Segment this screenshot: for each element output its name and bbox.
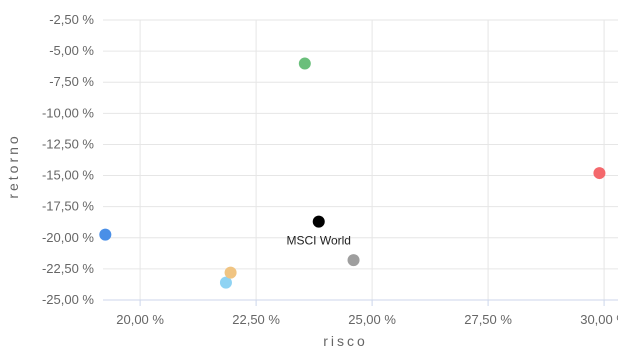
y-tick-label: -2,50 %: [49, 12, 94, 27]
data-point[interactable]: [593, 167, 606, 180]
x-axis-title: risco: [323, 333, 368, 349]
axes: -2,50 % -5,00 % -7,50 % -10,00 % -12,50 % -15…: [42, 12, 618, 327]
data-point-label: MSCI World: [287, 234, 351, 248]
data-points: MSCI World: [99, 57, 606, 289]
y-axis-title: retorno: [5, 133, 21, 198]
y-tick-label: -17,50 %: [42, 199, 94, 214]
x-tick-label: 20,00 %: [116, 312, 164, 327]
y-tick-label: -12,50 %: [42, 136, 94, 151]
y-tick-label: -25,00 %: [42, 292, 94, 307]
data-point[interactable]: [298, 57, 311, 70]
x-tick-label: 25,00 %: [348, 312, 396, 327]
data-point[interactable]: [312, 215, 325, 228]
x-tick-label: 27,50 %: [464, 312, 512, 327]
y-tick-label: -22,50 %: [42, 261, 94, 276]
y-tick-label: -7,50 %: [49, 74, 94, 89]
x-tick-label: 30,00 %: [580, 312, 618, 327]
y-tick-label: -5,00 %: [49, 43, 94, 58]
y-tick-label: -10,00 %: [42, 105, 94, 120]
data-point[interactable]: [99, 228, 112, 241]
x-tick-label: 22,50 %: [232, 312, 280, 327]
data-point[interactable]: [224, 266, 237, 279]
y-tick-label: -15,00 %: [42, 168, 94, 183]
data-point[interactable]: [219, 276, 232, 289]
data-point[interactable]: [347, 254, 360, 267]
y-tick-label: -20,00 %: [42, 230, 94, 245]
grid: [103, 19, 618, 300]
